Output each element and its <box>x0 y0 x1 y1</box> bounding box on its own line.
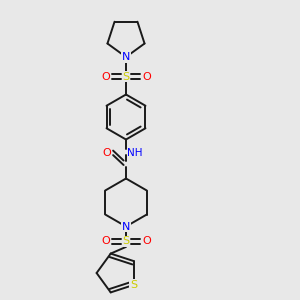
Text: O: O <box>142 71 151 82</box>
Text: N: N <box>122 52 130 62</box>
Text: NH: NH <box>127 148 143 158</box>
Text: S: S <box>122 236 130 247</box>
Text: O: O <box>142 236 151 247</box>
Text: S: S <box>130 280 137 290</box>
Text: O: O <box>101 71 110 82</box>
Text: S: S <box>122 71 130 82</box>
Text: O: O <box>102 148 111 158</box>
Text: N: N <box>122 221 130 232</box>
Text: O: O <box>101 236 110 247</box>
